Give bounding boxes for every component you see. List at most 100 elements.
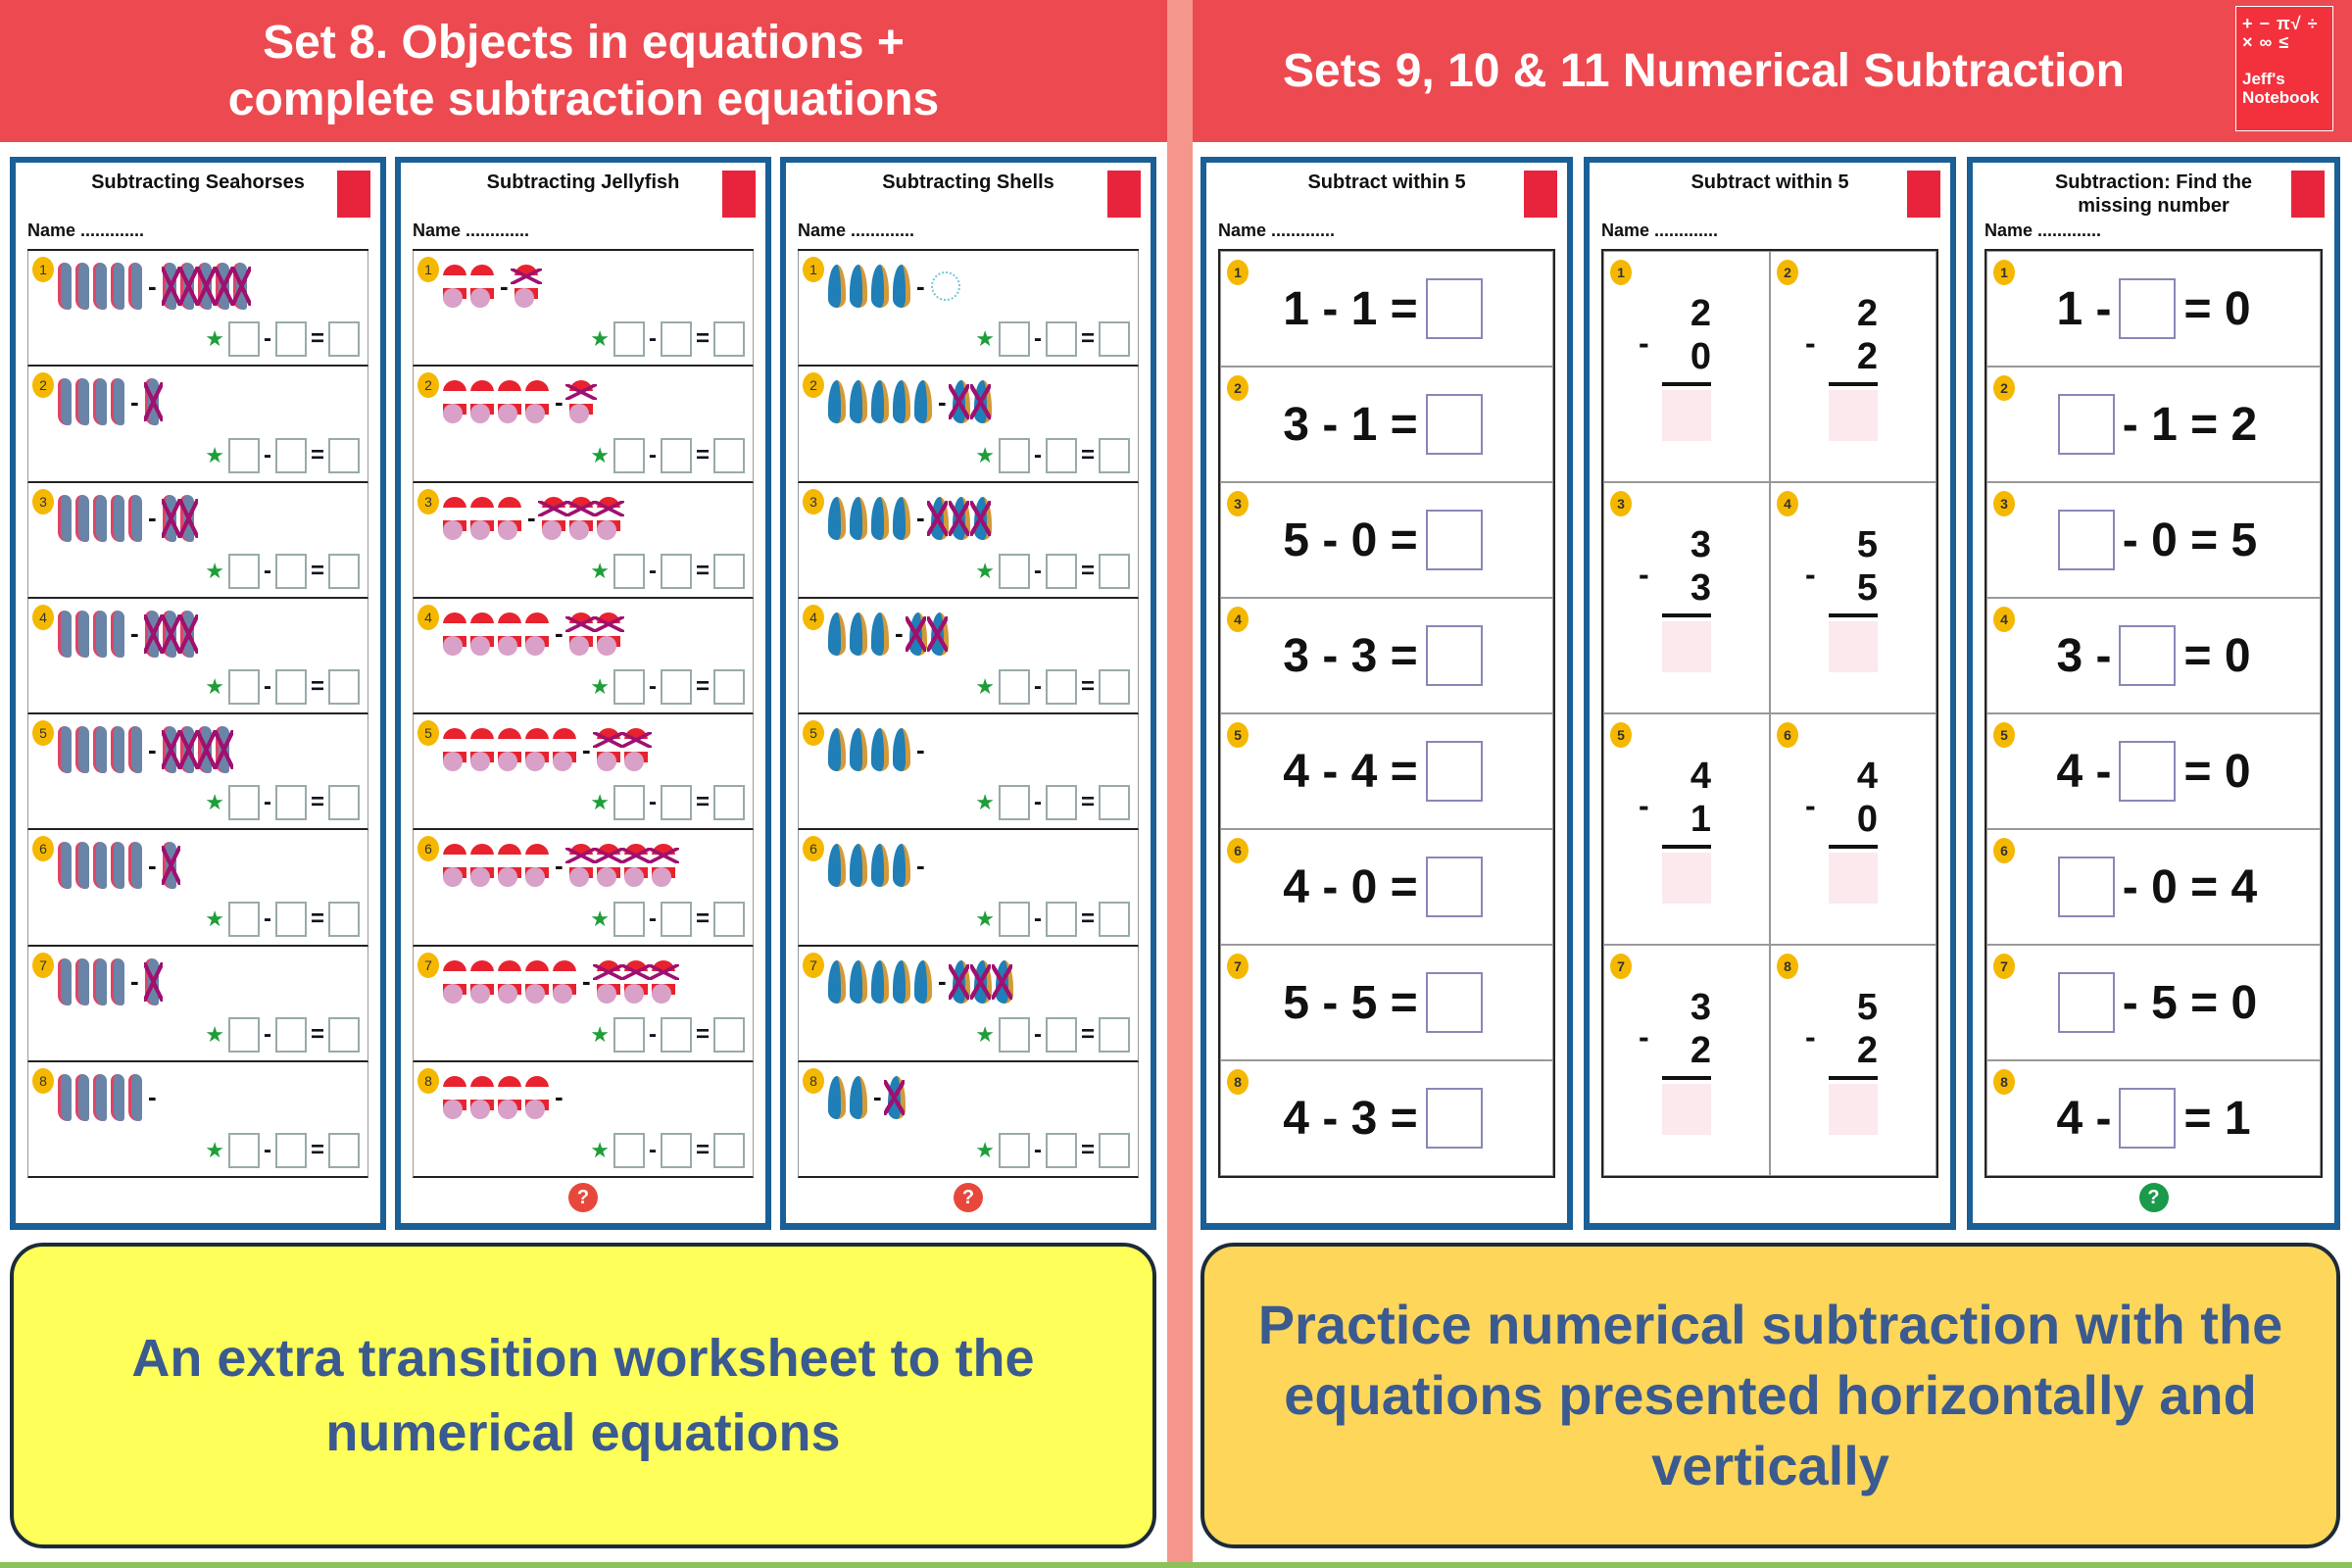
answer-box[interactable] <box>1662 853 1711 904</box>
missing-number-box[interactable] <box>2057 857 2115 917</box>
answer-box[interactable] <box>1425 394 1483 455</box>
answer-box[interactable] <box>612 1016 645 1053</box>
answer-box[interactable] <box>998 1016 1030 1053</box>
answer-box[interactable] <box>1425 625 1483 686</box>
answer-box[interactable] <box>1045 1016 1077 1053</box>
answer-box[interactable] <box>1829 621 1878 672</box>
answer-box[interactable] <box>713 1016 745 1053</box>
answer-box[interactable] <box>1045 437 1077 473</box>
answer-box[interactable] <box>1425 972 1483 1033</box>
answer-box[interactable] <box>274 669 307 705</box>
answer-box[interactable] <box>998 901 1030 937</box>
help-icon[interactable]: ? <box>954 1183 983 1212</box>
answer-box[interactable] <box>1045 785 1077 821</box>
answer-box[interactable] <box>660 321 692 358</box>
answer-box[interactable] <box>1099 1016 1130 1053</box>
missing-number-box[interactable] <box>2119 625 2177 686</box>
answer-box[interactable] <box>998 785 1030 821</box>
answer-box[interactable] <box>227 321 260 358</box>
answer-box[interactable] <box>328 669 360 705</box>
answer-box[interactable] <box>1829 390 1878 441</box>
answer-box[interactable] <box>612 669 645 705</box>
missing-number-box[interactable] <box>2057 510 2115 570</box>
answer-box[interactable] <box>612 785 645 821</box>
answer-box[interactable] <box>274 553 307 589</box>
answer-box[interactable] <box>1045 669 1077 705</box>
answer-box[interactable] <box>328 901 360 937</box>
answer-box[interactable] <box>274 1133 307 1168</box>
answer-box[interactable] <box>1045 901 1077 937</box>
missing-number-box[interactable] <box>2057 394 2115 455</box>
answer-box[interactable] <box>227 669 260 705</box>
answer-box[interactable] <box>998 437 1030 473</box>
answer-box[interactable] <box>1425 278 1483 339</box>
answer-box[interactable] <box>328 437 360 473</box>
answer-box[interactable] <box>1425 857 1483 917</box>
answer-box[interactable] <box>1662 1084 1711 1135</box>
answer-box[interactable] <box>660 1016 692 1053</box>
answer-box[interactable] <box>227 553 260 589</box>
missing-number-box[interactable] <box>2057 972 2115 1033</box>
answer-box[interactable] <box>612 1133 645 1168</box>
answer-box[interactable] <box>274 321 307 358</box>
answer-box[interactable] <box>998 553 1030 589</box>
answer-box[interactable] <box>1099 437 1130 473</box>
answer-box[interactable] <box>660 669 692 705</box>
answer-box[interactable] <box>713 669 745 705</box>
answer-box[interactable] <box>1099 553 1130 589</box>
answer-box[interactable] <box>660 901 692 937</box>
answer-box[interactable] <box>713 553 745 589</box>
missing-number-box[interactable] <box>2119 278 2177 339</box>
answer-box[interactable] <box>274 901 307 937</box>
answer-box[interactable] <box>1425 510 1483 570</box>
help-icon[interactable]: ? <box>568 1183 598 1212</box>
answer-box[interactable] <box>274 785 307 821</box>
answer-box[interactable] <box>713 901 745 937</box>
answer-box[interactable] <box>1425 741 1483 802</box>
answer-box[interactable] <box>1099 669 1130 705</box>
jellyfish-icon <box>498 844 521 888</box>
answer-box[interactable] <box>1425 1088 1483 1149</box>
answer-box[interactable] <box>998 321 1030 358</box>
answer-box[interactable] <box>713 1133 745 1168</box>
answer-box[interactable] <box>1662 390 1711 441</box>
missing-number-box[interactable] <box>2119 741 2177 802</box>
answer-box[interactable] <box>328 1133 360 1168</box>
answer-box[interactable] <box>227 901 260 937</box>
answer-box[interactable] <box>274 1016 307 1053</box>
answer-box[interactable] <box>660 1133 692 1168</box>
answer-box[interactable] <box>1045 553 1077 589</box>
answer-box[interactable] <box>612 901 645 937</box>
answer-box[interactable] <box>1829 1084 1878 1135</box>
answer-box[interactable] <box>713 321 745 358</box>
answer-box[interactable] <box>612 553 645 589</box>
answer-box[interactable] <box>1099 901 1130 937</box>
missing-number-box[interactable] <box>2119 1088 2177 1149</box>
answer-box[interactable] <box>998 1133 1030 1168</box>
answer-box[interactable] <box>660 437 692 473</box>
answer-box[interactable] <box>328 1016 360 1053</box>
answer-box[interactable] <box>227 785 260 821</box>
help-icon[interactable]: ? <box>2138 1183 2169 1212</box>
answer-box[interactable] <box>660 553 692 589</box>
answer-box[interactable] <box>328 785 360 821</box>
answer-box[interactable] <box>227 1133 260 1168</box>
answer-box[interactable] <box>328 553 360 589</box>
answer-box[interactable] <box>1099 785 1130 821</box>
answer-box[interactable] <box>1099 321 1130 358</box>
answer-box[interactable] <box>660 785 692 821</box>
answer-box[interactable] <box>612 437 645 473</box>
answer-box[interactable] <box>612 321 645 358</box>
answer-box[interactable] <box>713 785 745 821</box>
answer-box[interactable] <box>1045 321 1077 358</box>
answer-box[interactable] <box>998 669 1030 705</box>
answer-box[interactable] <box>1099 1133 1130 1168</box>
answer-box[interactable] <box>227 437 260 473</box>
answer-box[interactable] <box>1829 853 1878 904</box>
answer-box[interactable] <box>328 321 360 358</box>
answer-box[interactable] <box>227 1016 260 1053</box>
answer-box[interactable] <box>1045 1133 1077 1168</box>
answer-box[interactable] <box>1662 621 1711 672</box>
answer-box[interactable] <box>274 437 307 473</box>
answer-box[interactable] <box>713 437 745 473</box>
